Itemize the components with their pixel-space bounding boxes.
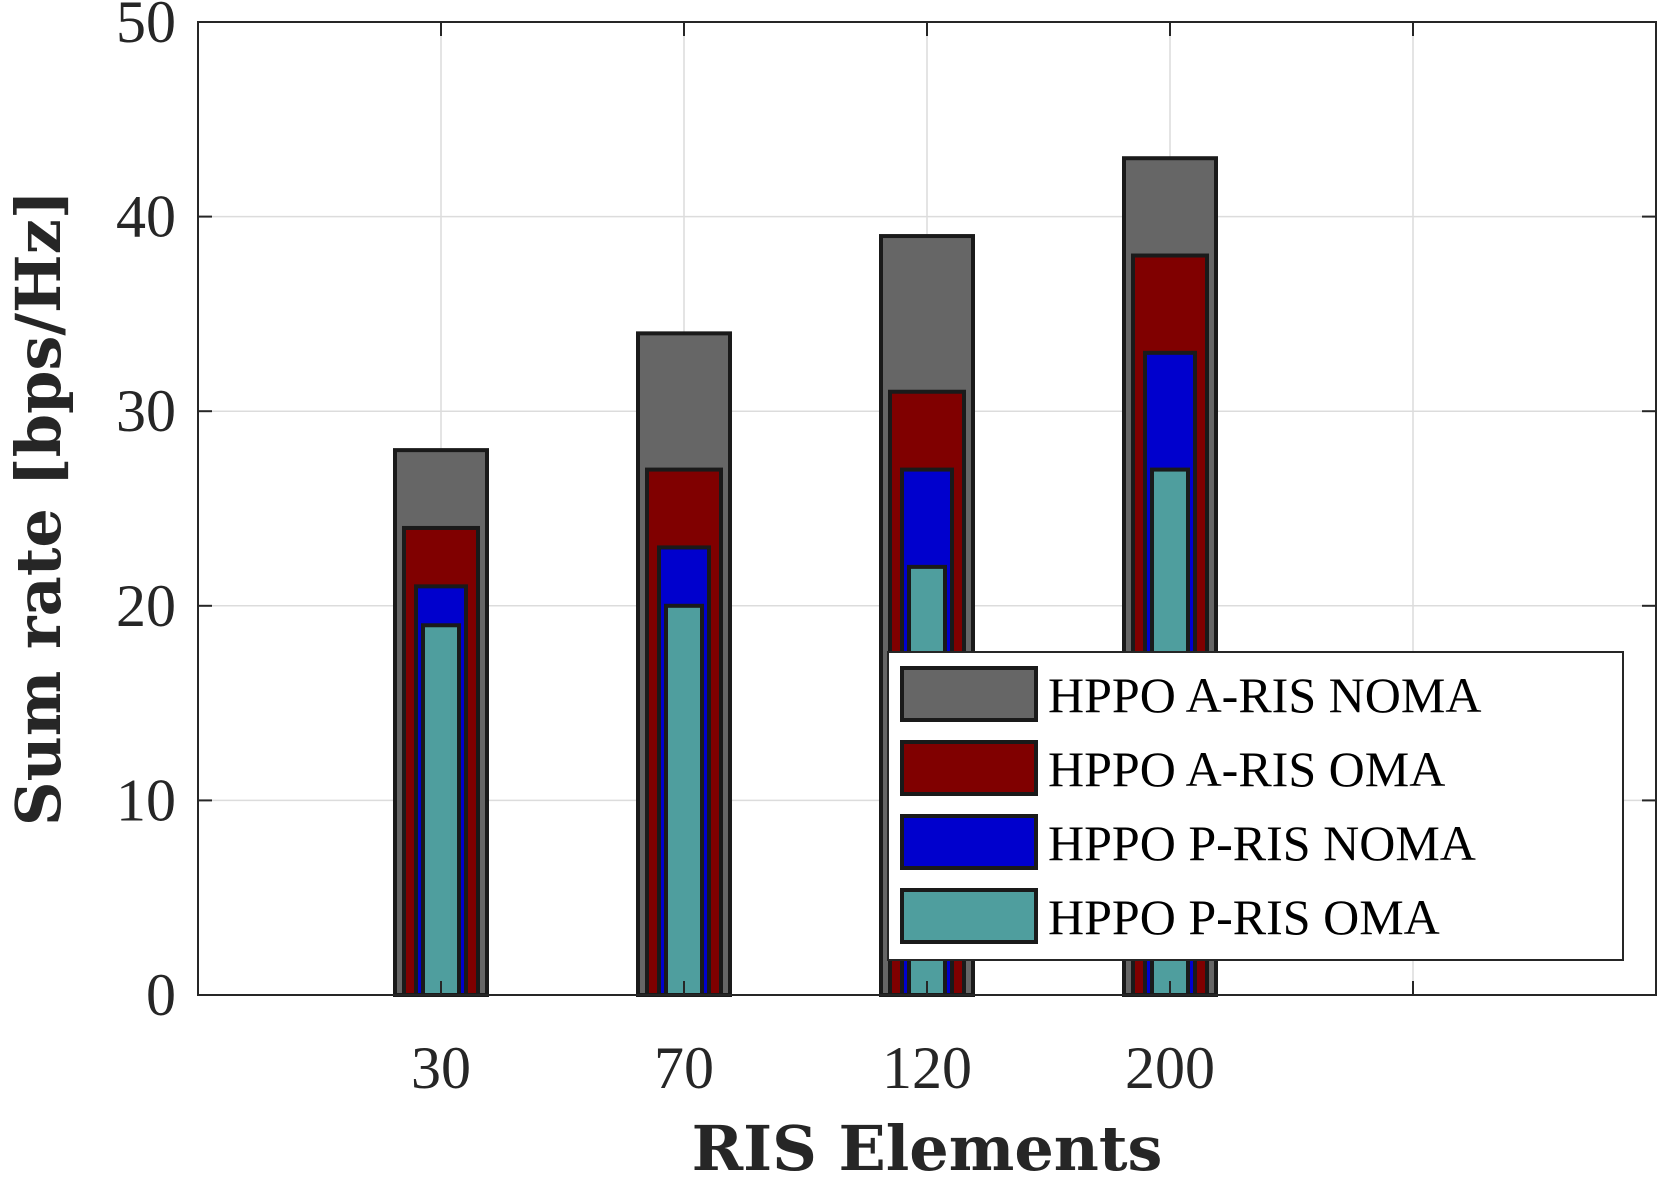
y-tick-label: 50 bbox=[116, 0, 176, 55]
bar-hppo-p-ris-oma-30 bbox=[421, 623, 461, 997]
legend-label: HPPO P-RIS OMA bbox=[1048, 889, 1440, 945]
y-tick-label: 0 bbox=[146, 962, 176, 1028]
x-axis-title: RIS Elements bbox=[692, 1112, 1163, 1177]
x-tick-label: 70 bbox=[654, 1035, 714, 1101]
legend-swatch bbox=[900, 814, 1038, 870]
axes bbox=[197, 21, 1657, 996]
y-tick-label: 40 bbox=[116, 184, 176, 250]
legend-swatch bbox=[900, 888, 1038, 944]
y-tick-label: 20 bbox=[116, 573, 176, 639]
x-tick-label: 120 bbox=[882, 1035, 972, 1101]
legend: HPPO A-RIS NOMA HPPO A-RIS OMA HPPO P-RIS … bbox=[887, 651, 1624, 961]
x-tick-label: 30 bbox=[411, 1035, 471, 1101]
legend-label: HPPO A-RIS OMA bbox=[1048, 741, 1445, 797]
x-tick-label: 200 bbox=[1125, 1035, 1215, 1101]
y-tick-label: 10 bbox=[116, 767, 176, 833]
y-tick-label: 30 bbox=[116, 378, 176, 444]
bar-hppo-p-ris-oma-70 bbox=[664, 603, 704, 997]
y-axis-title: Sum rate [bps/Hz] bbox=[2, 190, 75, 826]
legend-swatch bbox=[900, 666, 1038, 722]
tick-labels: 0 10 20 30 40 50 30 70 120 200 bbox=[116, 0, 1215, 1101]
legend-swatch bbox=[900, 740, 1038, 796]
legend-label: HPPO A-RIS NOMA bbox=[1048, 667, 1481, 723]
legend-label: HPPO P-RIS NOMA bbox=[1048, 815, 1476, 871]
